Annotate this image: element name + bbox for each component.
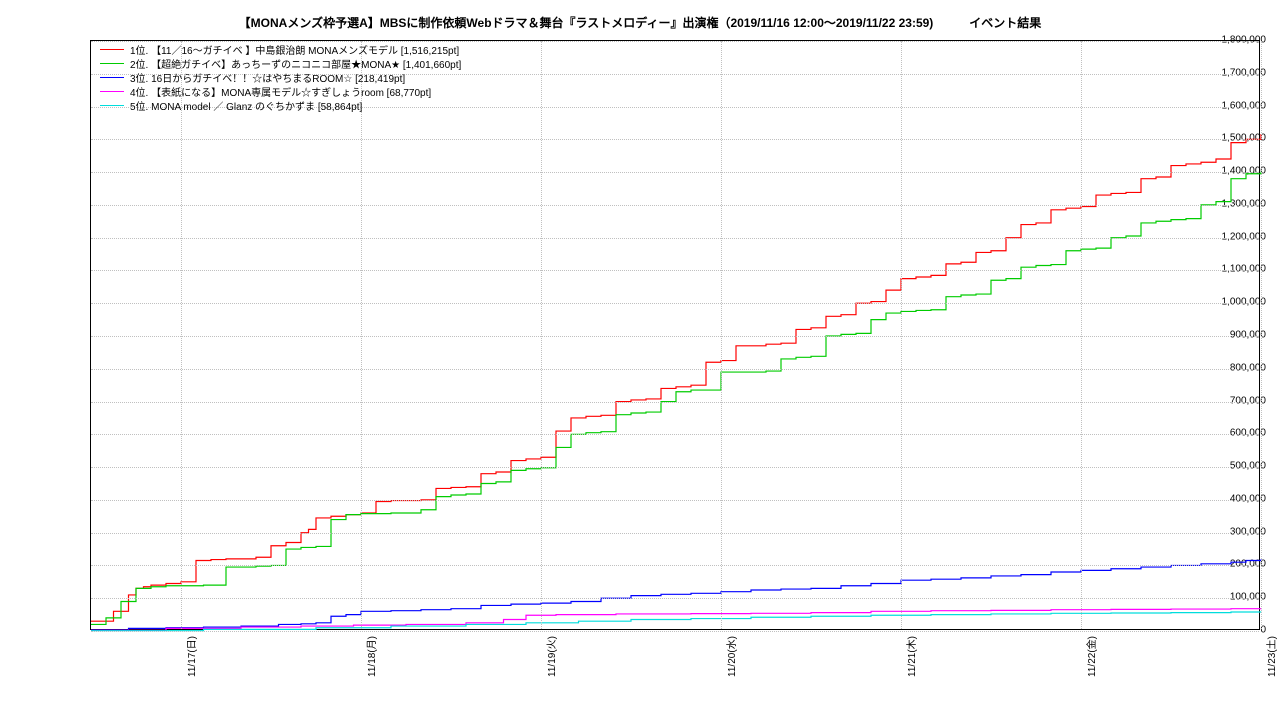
grid-line-v: [181, 41, 182, 629]
legend-label: 3位. 16日からガチイベ！！☆はやちまるROOM☆ [218,419pt]: [130, 70, 405, 85]
grid-line-h: [91, 434, 1259, 435]
x-tick-label: 11/21(木): [903, 636, 918, 677]
grid-line-h: [91, 402, 1259, 403]
legend-label: 1位. 【11／16〜ガチイベ 】中島銀治朗 MONAメンズモデル [1,516…: [130, 42, 459, 57]
grid-line-h: [91, 467, 1259, 468]
grid-line-v: [901, 41, 902, 629]
series-line: [91, 134, 1261, 621]
grid-line-h: [91, 369, 1259, 370]
x-tick-label: 11/20(水): [723, 636, 738, 677]
legend-item: 2位. 【超絶ガチイベ】あっちーずのニコニコ部屋★MONA★ [1,401,66…: [100, 56, 461, 70]
grid-line-v: [1261, 41, 1262, 629]
legend-color-line: [100, 63, 124, 64]
grid-line-v: [721, 41, 722, 629]
legend-item: 1位. 【11／16〜ガチイベ 】中島銀治朗 MONAメンズモデル [1,516…: [100, 42, 461, 56]
legend-item: 5位. MONA model ／ Glanz のぐちかずま [58,864pt]: [100, 98, 461, 112]
grid-line-h: [91, 500, 1259, 501]
grid-line-h: [91, 533, 1259, 534]
x-tick-label: 11/18(月): [363, 636, 378, 677]
grid-line-v: [361, 41, 362, 629]
legend-label: 5位. MONA model ／ Glanz のぐちかずま [58,864pt]: [130, 98, 362, 113]
grid-line-h: [91, 139, 1259, 140]
legend: 1位. 【11／16〜ガチイベ 】中島銀治朗 MONAメンズモデル [1,516…: [100, 42, 461, 112]
x-tick-label: 11/22(金): [1083, 636, 1098, 677]
legend-item: 3位. 16日からガチイベ！！☆はやちまるROOM☆ [218,419pt]: [100, 70, 461, 84]
grid-line-h: [91, 205, 1259, 206]
legend-label: 2位. 【超絶ガチイベ】あっちーずのニコニコ部屋★MONA★ [1,401,66…: [130, 56, 461, 71]
x-tick-label: 11/23(土): [1263, 636, 1278, 677]
legend-color-line: [100, 49, 124, 50]
legend-label: 4位. 【表紙になる】MONA専属モデル☆すぎしょうroom [68,770pt…: [130, 84, 431, 99]
grid-line-h: [91, 565, 1259, 566]
grid-line-h: [91, 336, 1259, 337]
series-line: [91, 172, 1261, 625]
plot-area: [90, 40, 1260, 630]
legend-color-line: [100, 77, 124, 78]
grid-line-h: [91, 598, 1259, 599]
grid-line-h: [91, 172, 1259, 173]
chart-title: 【MONAメンズ枠予選A】MBSに制作依頼Webドラマ＆舞台『ラストメロディー』…: [10, 10, 1270, 35]
grid-line-h: [91, 270, 1259, 271]
legend-color-line: [100, 91, 124, 92]
legend-color-line: [100, 105, 124, 106]
x-tick-label: 11/17(日): [183, 636, 198, 677]
x-tick-label: 11/19(火): [543, 636, 558, 677]
grid-line-v: [541, 41, 542, 629]
chart-container: 【MONAメンズ枠予選A】MBSに制作依頼Webドラマ＆舞台『ラストメロディー』…: [10, 10, 1270, 710]
grid-line-h: [91, 238, 1259, 239]
grid-line-h: [91, 303, 1259, 304]
grid-line-h: [91, 631, 1259, 632]
legend-item: 4位. 【表紙になる】MONA専属モデル☆すぎしょうroom [68,770pt…: [100, 84, 461, 98]
grid-line-v: [1081, 41, 1082, 629]
